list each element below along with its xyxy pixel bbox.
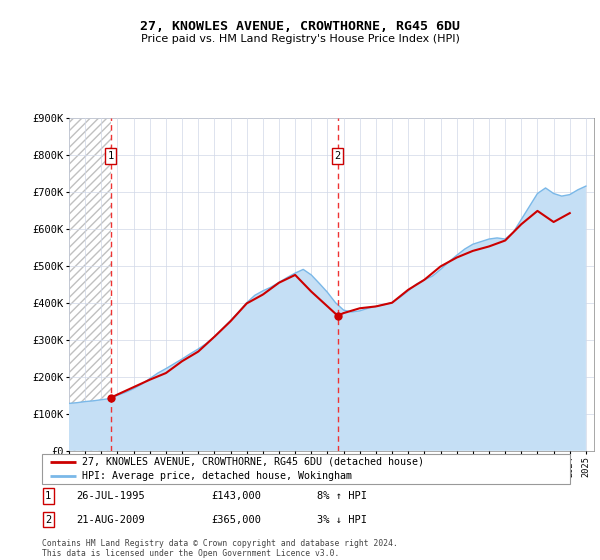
Text: Price paid vs. HM Land Registry's House Price Index (HPI): Price paid vs. HM Land Registry's House … [140,34,460,44]
FancyBboxPatch shape [42,454,570,484]
Text: 3% ↓ HPI: 3% ↓ HPI [317,515,367,525]
Text: 8% ↑ HPI: 8% ↑ HPI [317,491,367,501]
Text: 27, KNOWLES AVENUE, CROWTHORNE, RG45 6DU (detached house): 27, KNOWLES AVENUE, CROWTHORNE, RG45 6DU… [82,457,424,467]
Text: 27, KNOWLES AVENUE, CROWTHORNE, RG45 6DU: 27, KNOWLES AVENUE, CROWTHORNE, RG45 6DU [140,20,460,32]
Text: Contains HM Land Registry data © Crown copyright and database right 2024.
This d: Contains HM Land Registry data © Crown c… [42,539,398,558]
Text: 2: 2 [335,151,341,161]
Text: 2: 2 [45,515,52,525]
Text: £365,000: £365,000 [211,515,261,525]
Text: 1: 1 [107,151,113,161]
Text: 26-JUL-1995: 26-JUL-1995 [76,491,145,501]
Text: £143,000: £143,000 [211,491,261,501]
Text: 1: 1 [45,491,52,501]
Text: HPI: Average price, detached house, Wokingham: HPI: Average price, detached house, Woki… [82,471,352,481]
Text: 21-AUG-2009: 21-AUG-2009 [76,515,145,525]
